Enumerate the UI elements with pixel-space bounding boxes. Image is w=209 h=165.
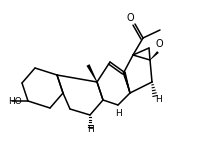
Text: H: H — [115, 110, 121, 118]
Polygon shape — [150, 51, 159, 60]
Text: O: O — [155, 39, 163, 49]
Text: O: O — [126, 13, 134, 23]
Text: HO: HO — [8, 97, 22, 105]
Text: H: H — [155, 96, 161, 104]
Polygon shape — [122, 71, 130, 93]
Polygon shape — [87, 64, 97, 82]
Text: H: H — [87, 126, 93, 134]
